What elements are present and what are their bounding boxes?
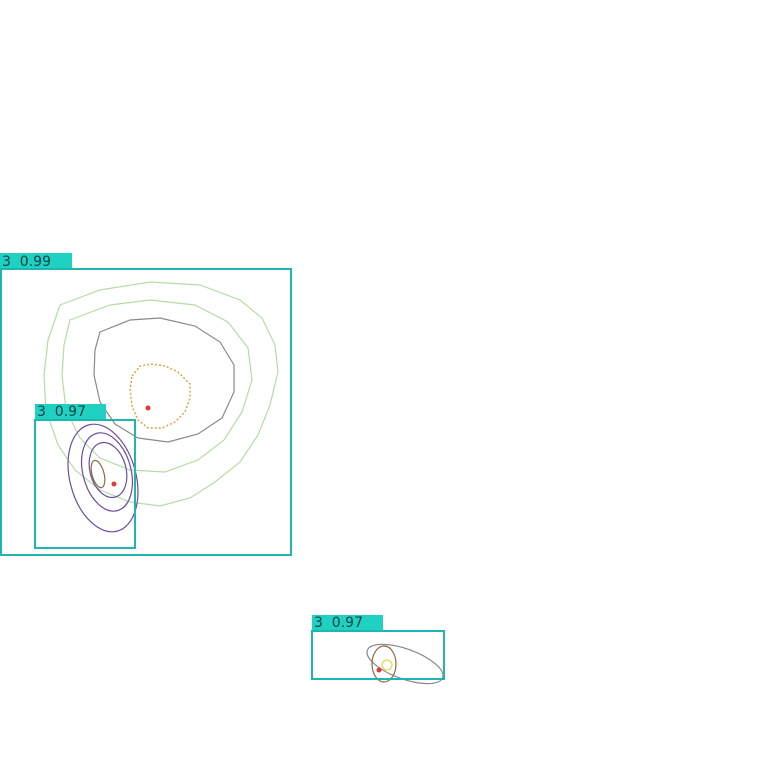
label-text-small-left: 3 0.97 [37,404,86,420]
label-bg-large [0,253,72,268]
center-dot-bottom [376,667,382,673]
contour-large-inner-gray [93,317,235,443]
center-dot-large [145,405,151,411]
contour-large-outer [43,281,279,507]
contour-large-mid [61,299,253,473]
label-large: 3 0.99 [0,253,72,270]
label-bg-bottom [312,615,383,630]
label-text-large: 3 0.99 [2,254,51,270]
contours-bottom [366,643,444,685]
center-dot-small-left [111,481,117,487]
contour-small-left-inner [88,441,128,499]
bounding-box-bottom [311,630,445,680]
contour-bottom-inner [381,659,393,671]
label-bottom: 3 0.97 [312,615,383,631]
contour-bottom-mid [371,645,397,683]
label-small-left: 3 0.97 [35,404,106,420]
contour-bottom-outer [366,643,444,685]
bounding-box-small-left [34,419,136,549]
contours-large [43,281,279,507]
contour-large-gold [129,363,191,429]
contour-small-left-mid [81,432,133,512]
label-text-bottom: 3 0.97 [314,615,363,631]
label-bg-small-left [35,404,106,419]
contour-small-left-core [90,459,106,489]
bounding-box-large [0,268,292,556]
